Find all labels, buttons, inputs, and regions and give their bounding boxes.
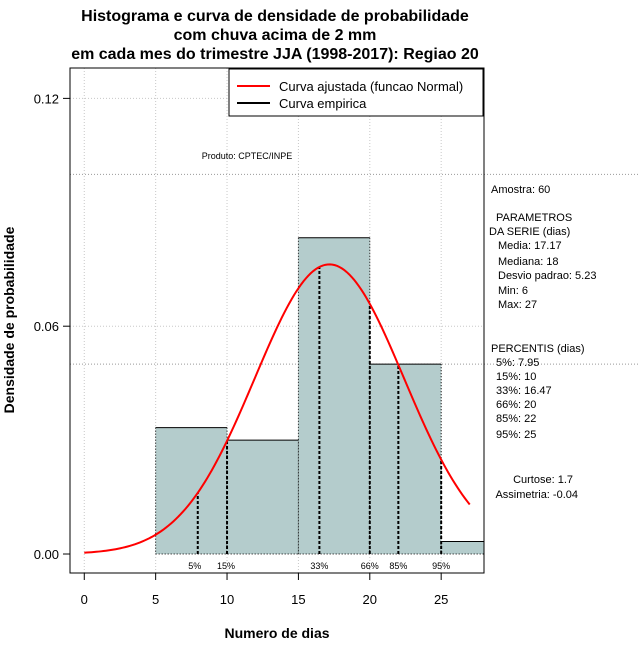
side-panel-line-1: Amostra: 60 bbox=[491, 184, 550, 196]
side-panel-line-2: PARAMETROS bbox=[496, 212, 572, 224]
histogram-bar-4 bbox=[369, 364, 442, 555]
y-tick-label-0: 0.00 bbox=[34, 547, 59, 562]
side-panel-line-17: Assimetria: -0.04 bbox=[495, 489, 578, 501]
side-panel-line-14: 85%: 22 bbox=[496, 413, 536, 425]
side-panel-line-3: DA SERIE (dias) bbox=[489, 226, 570, 238]
product-annotation: Produto: CPTEC/INPE bbox=[202, 151, 293, 161]
side-panel-line-7: Min: 6 bbox=[498, 285, 528, 297]
x-tick-label-2: 10 bbox=[220, 592, 234, 607]
side-panel-line-8: Max: 27 bbox=[498, 299, 537, 311]
percentile-label-5: 85% bbox=[389, 561, 407, 571]
histogram-bar-5 bbox=[441, 541, 484, 555]
legend-label-2: Curva empirica bbox=[279, 96, 367, 111]
percentile-label-3: 33% bbox=[310, 561, 328, 571]
x-tick-label-4: 20 bbox=[363, 592, 377, 607]
side-panel-line-16: Curtose: 1.7 bbox=[513, 474, 573, 486]
x-tick-label-5: 25 bbox=[434, 592, 448, 607]
chart-title-line-3: em cada mes do trimestre JJA (1998-2017)… bbox=[71, 46, 479, 63]
histogram-bar-2 bbox=[227, 440, 299, 555]
x-axis-label: Numero de dias bbox=[224, 625, 329, 641]
chart-title-line-1: Histograma e curva de densidade de proba… bbox=[81, 8, 469, 25]
percentile-label-2: 15% bbox=[217, 561, 235, 571]
legend-label-1: Curva ajustada (funcao Normal) bbox=[279, 79, 463, 94]
y-axis-label: Densidade de probabilidade bbox=[1, 226, 17, 413]
y-tick-label-1: 0.06 bbox=[34, 319, 59, 334]
side-panel-line-11: 15%: 10 bbox=[496, 371, 536, 383]
histogram-bar-3 bbox=[298, 237, 370, 555]
side-panel-line-10: 5%: 7.95 bbox=[496, 357, 539, 369]
side-panel-line-9: PERCENTIS (dias) bbox=[491, 343, 585, 355]
side-panel-line-4: Media: 17.17 bbox=[498, 240, 562, 252]
normal-fit-curve bbox=[84, 263, 471, 554]
x-tick-label-3: 15 bbox=[291, 592, 305, 607]
side-panel-line-6: Desvio padrao: 5.23 bbox=[498, 270, 596, 282]
side-panel-line-5: Mediana: 18 bbox=[498, 256, 559, 268]
histogram-bar-1 bbox=[155, 427, 228, 555]
percentile-label-4: 66% bbox=[361, 561, 379, 571]
chart-title-line-2: com chuva acima de 2 mm bbox=[174, 27, 377, 44]
y-tick-label-2: 0.12 bbox=[34, 91, 59, 106]
x-tick-label-1: 5 bbox=[152, 592, 159, 607]
legend-box bbox=[228, 68, 484, 117]
percentile-label-1: 5% bbox=[188, 561, 201, 571]
percentile-label-6: 95% bbox=[432, 561, 450, 571]
side-panel-line-15: 95%: 25 bbox=[496, 429, 536, 441]
plot-frame bbox=[69, 67, 485, 574]
side-panel-line-12: 33%: 16.47 bbox=[496, 385, 552, 397]
side-panel-line-13: 66%: 20 bbox=[496, 399, 536, 411]
x-tick-label-0: 0 bbox=[81, 592, 88, 607]
